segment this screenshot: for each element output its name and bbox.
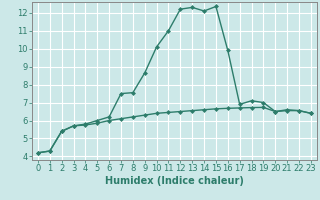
X-axis label: Humidex (Indice chaleur): Humidex (Indice chaleur) <box>105 176 244 186</box>
